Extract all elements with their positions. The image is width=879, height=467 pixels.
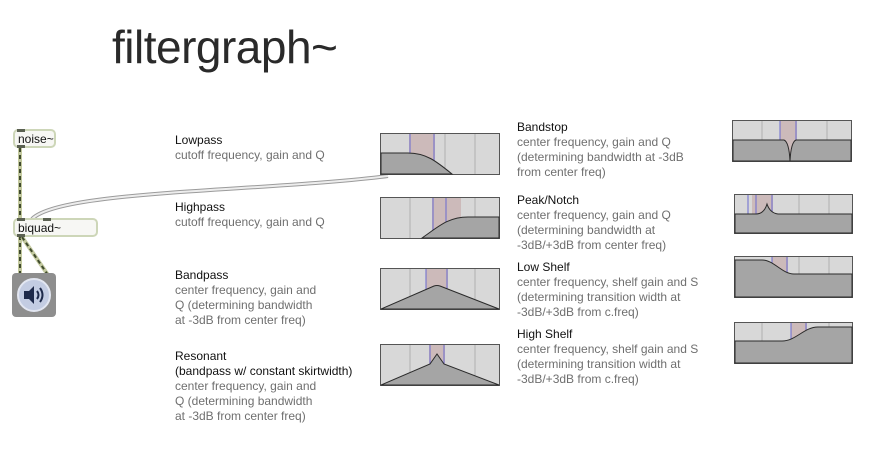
filter-description-line: -3dB/+3dB from c.freq) bbox=[517, 372, 639, 386]
filter-description-line: (bandpass w/ constant skirtwidth) bbox=[175, 364, 353, 378]
filter-label-bandstop: Bandstop center frequency, gain and Q (d… bbox=[517, 120, 684, 180]
signal-cord-biquad-to-dac-right[interactable] bbox=[20, 235, 50, 277]
filter-name: Peak/Notch bbox=[517, 193, 580, 207]
coefficient-cord-lowpass-to-biquad[interactable] bbox=[30, 174, 389, 221]
filter-name: Bandstop bbox=[517, 120, 568, 134]
filter-description-line: center frequency, shelf gain and S bbox=[517, 342, 699, 356]
filtergraph-bandstop[interactable] bbox=[732, 120, 852, 162]
speaker-icon bbox=[24, 286, 44, 304]
biquad-inlet-coefficients[interactable] bbox=[43, 218, 51, 221]
filter-description-line: Q (determining bandwidth bbox=[175, 394, 313, 408]
filter-description-line: (determining transition width at bbox=[517, 357, 681, 371]
filter-description-line: center frequency, gain and Q bbox=[517, 208, 671, 222]
filter-label-highpass: Highpass cutoff frequency, gain and Q bbox=[175, 200, 325, 230]
filter-name: Highpass bbox=[175, 200, 226, 214]
filter-description-line: (determining bandwidth at bbox=[517, 223, 656, 237]
filter-name: Lowpass bbox=[175, 133, 223, 147]
filtergraph-highshelf[interactable] bbox=[734, 322, 853, 364]
filter-description-line: center frequency, gain and bbox=[175, 283, 317, 297]
filtergraph-lowshelf[interactable] bbox=[734, 256, 853, 298]
filtergraph-resonant[interactable] bbox=[380, 344, 500, 386]
biquad-outlet[interactable] bbox=[17, 234, 25, 237]
filter-label-bandpass: Bandpass center frequency, gain and Q (d… bbox=[175, 268, 316, 328]
filter-label-highshelf: High Shelf center frequency, shelf gain … bbox=[517, 327, 698, 387]
filtergraph-highpass[interactable] bbox=[380, 197, 500, 239]
noise-object-label: noise~ bbox=[18, 132, 54, 146]
filter-description-line: -3dB/+3dB from center freq) bbox=[517, 238, 667, 252]
noise-object[interactable]: noise~ bbox=[13, 129, 56, 148]
filter-description-line: at -3dB from center freq) bbox=[175, 313, 306, 327]
filter-description-line: (determining bandwidth at -3dB bbox=[517, 150, 684, 164]
filter-description-line: center frequency, gain and bbox=[175, 379, 317, 393]
filter-description-line: (determining transition width at bbox=[517, 290, 681, 304]
biquad-object[interactable]: biquad~ bbox=[13, 218, 98, 237]
filter-name: Bandpass bbox=[175, 268, 229, 282]
filter-name: High Shelf bbox=[517, 327, 573, 341]
filter-description-line: -3dB/+3dB from c.freq) bbox=[517, 305, 639, 319]
dac-speaker-button[interactable] bbox=[12, 273, 56, 317]
filter-description-line: center frequency, shelf gain and S bbox=[517, 275, 699, 289]
filter-label-lowpass: Lowpass cutoff frequency, gain and Q bbox=[175, 133, 325, 163]
page-title: filtergraph~ bbox=[112, 21, 338, 73]
filter-description-line: from center freq) bbox=[517, 165, 606, 179]
filter-label-resonant: Resonant (bandpass w/ constant skirtwidt… bbox=[175, 349, 352, 424]
noise-outlet[interactable] bbox=[17, 145, 25, 148]
filter-name: Resonant bbox=[175, 349, 227, 363]
filtergraph-peaknotch[interactable] bbox=[734, 194, 853, 234]
filter-label-peaknotch: Peak/Notch center frequency, gain and Q … bbox=[517, 193, 671, 253]
filter-description-line: cutoff frequency, gain and Q bbox=[175, 148, 325, 162]
filter-description-line: Q (determining bandwidth bbox=[175, 298, 313, 312]
filter-label-lowshelf: Low Shelf center frequency, shelf gain a… bbox=[517, 260, 698, 320]
biquad-inlet-signal[interactable] bbox=[17, 218, 25, 221]
filtergraph-lowpass[interactable] bbox=[380, 133, 500, 175]
filtergraph-bandpass[interactable] bbox=[380, 268, 500, 310]
biquad-object-label: biquad~ bbox=[18, 221, 62, 235]
noise-inlet[interactable] bbox=[17, 129, 25, 132]
filter-description-line: center frequency, gain and Q bbox=[517, 135, 671, 149]
filter-name: Low Shelf bbox=[517, 260, 570, 274]
filter-description-line: at -3dB from center freq) bbox=[175, 409, 306, 423]
filter-description-line: cutoff frequency, gain and Q bbox=[175, 215, 325, 229]
